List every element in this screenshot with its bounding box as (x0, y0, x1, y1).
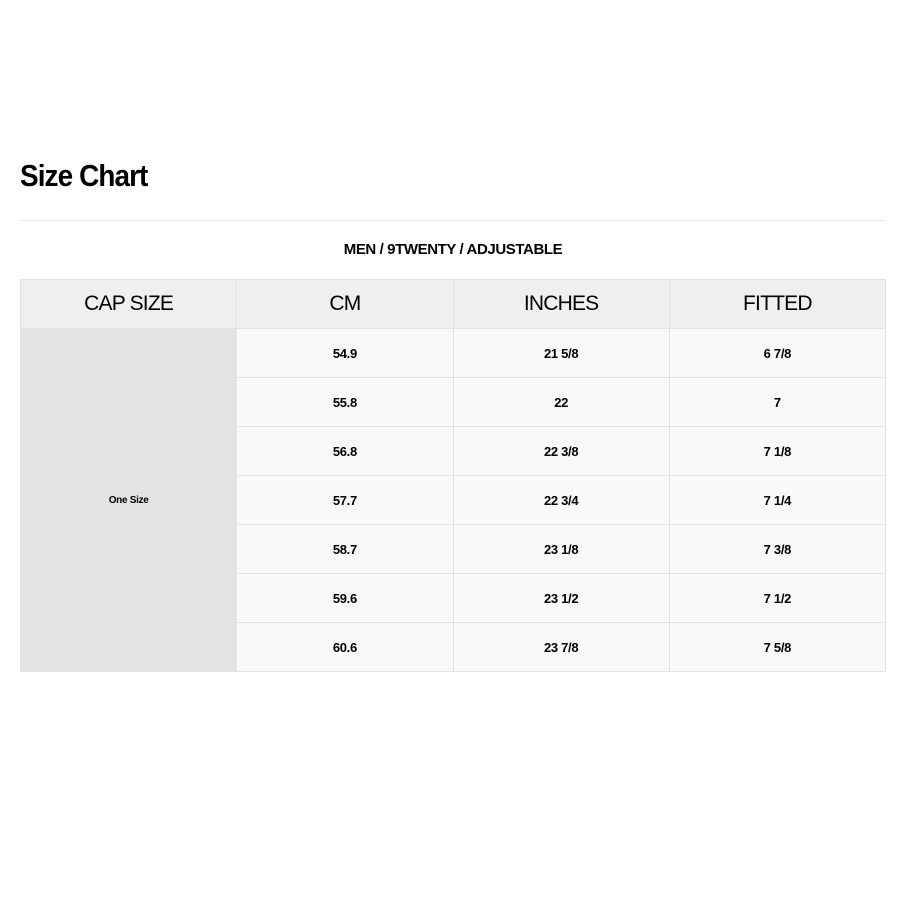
fitted-cell: 7 1/4 (668, 475, 887, 525)
inches-cell: 22 3/8 (452, 426, 670, 476)
cm-cell: 55.8 (236, 377, 454, 427)
cm-cell: 57.7 (236, 475, 454, 525)
table-row: 55.8 22 7 (21, 377, 887, 427)
table-row: 60.6 23 7/8 7 5/8 (21, 622, 887, 672)
header-inches: INCHES (452, 279, 670, 329)
cm-cell: 60.6 (236, 622, 454, 672)
header-cm: CM (236, 279, 454, 329)
table-row: 56.8 22 3/8 7 1/8 (21, 426, 887, 476)
cm-cell: 56.8 (236, 426, 454, 476)
inches-cell: 21 5/8 (452, 328, 670, 378)
cm-cell: 59.6 (236, 573, 454, 623)
page-title: Size Chart (20, 158, 148, 193)
cm-cell: 54.9 (236, 328, 454, 378)
header-fitted: FITTED (668, 279, 887, 329)
table-subtitle: MEN / 9TWENTY / ADJUSTABLE (343, 241, 563, 258)
fitted-cell: 7 5/8 (668, 622, 887, 672)
inches-cell: 22 3/4 (452, 475, 670, 525)
fitted-cell: 7 3/8 (668, 524, 887, 574)
size-chart-table: CAP SIZE CM INCHES FITTED One Size 54.9 21… (19, 279, 887, 672)
inches-cell: 22 (452, 377, 670, 427)
table-row: One Size 54.9 21 5/8 6 7/8 (19, 328, 887, 672)
cap-size-cell: One Size (19, 328, 238, 672)
fitted-cell: 6 7/8 (668, 328, 887, 378)
inches-cell: 23 7/8 (452, 622, 670, 672)
header-cap-size: CAP SIZE (19, 279, 238, 329)
header-row: CAP SIZE CM INCHES FITTED (19, 279, 887, 329)
fitted-cell: 7 (668, 377, 887, 427)
inches-cell: 23 1/8 (452, 524, 670, 574)
divider (20, 220, 886, 221)
fitted-cell: 7 1/8 (668, 426, 887, 476)
cm-cell: 58.7 (236, 524, 454, 574)
fitted-cell: 7 1/2 (668, 573, 887, 623)
inches-cell: 23 1/2 (452, 573, 670, 623)
